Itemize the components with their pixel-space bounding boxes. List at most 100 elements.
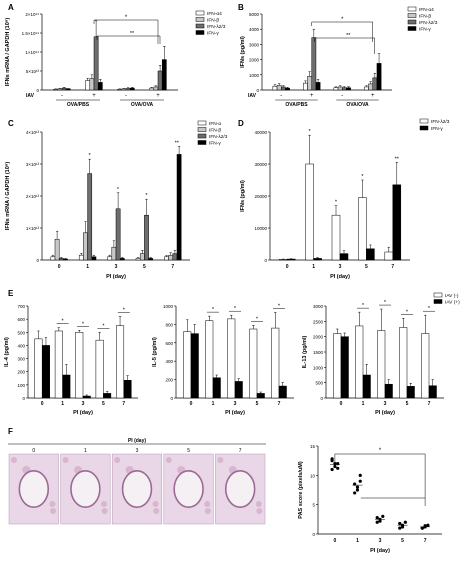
bar bbox=[103, 393, 112, 399]
bar bbox=[307, 76, 312, 91]
bar bbox=[139, 253, 145, 261]
bar bbox=[62, 374, 71, 399]
legend-swatch bbox=[197, 133, 207, 139]
iav-sign: + bbox=[371, 93, 375, 99]
tissue-blob bbox=[101, 508, 108, 514]
data-point bbox=[330, 457, 334, 461]
bar bbox=[148, 258, 154, 261]
data-point bbox=[355, 485, 360, 489]
legend-swatch bbox=[197, 140, 207, 145]
bar bbox=[53, 88, 59, 91]
y-tick-label: 600 bbox=[165, 341, 173, 346]
y-tick-label: 1×10¹³ bbox=[26, 226, 40, 231]
x-tick-label: 7 bbox=[122, 401, 125, 407]
y-tick-label: 1000 bbox=[313, 365, 324, 370]
bar bbox=[168, 254, 174, 261]
micro-day-label: 1 bbox=[84, 448, 87, 454]
bar bbox=[285, 87, 290, 91]
panel-letter: B bbox=[238, 3, 244, 12]
iav-label: IAV bbox=[26, 93, 35, 99]
y-tick-label: 40000 bbox=[254, 130, 267, 135]
x-tick-label: 0 bbox=[41, 401, 44, 407]
group-label: OVA/PBS bbox=[285, 102, 308, 108]
legend-swatch bbox=[407, 6, 417, 12]
y-tick-label: 3000 bbox=[249, 42, 260, 47]
bar bbox=[315, 82, 321, 91]
x-tick-label: 5 bbox=[406, 401, 409, 407]
y-tick-label: 1500 bbox=[313, 350, 324, 355]
sig-star: ** bbox=[395, 156, 400, 162]
tissue-blob bbox=[101, 501, 107, 507]
bar bbox=[54, 330, 63, 399]
y-tick-label: 1.5×10¹⁴ bbox=[22, 31, 39, 36]
data-point bbox=[423, 524, 427, 528]
x-tick-label: 1 bbox=[212, 401, 215, 407]
x-tick-label: 7 bbox=[278, 401, 281, 407]
x-tick-label: 3 bbox=[379, 538, 382, 544]
micro-day-label: 0 bbox=[32, 448, 35, 454]
bar bbox=[87, 173, 93, 261]
bar bbox=[117, 88, 123, 91]
y-tick-label: 0 bbox=[36, 88, 39, 93]
sig-star: * bbox=[82, 321, 85, 327]
x-tick-label: 3 bbox=[82, 401, 85, 407]
y-tick-label: 1000 bbox=[249, 73, 260, 78]
tissue-blob bbox=[255, 501, 262, 507]
bar bbox=[153, 86, 159, 91]
y-axis-label: IL-5 (pg/ml) bbox=[152, 337, 158, 367]
tissue-blob bbox=[152, 501, 159, 507]
bar bbox=[281, 86, 286, 91]
bar bbox=[331, 214, 341, 261]
x-axis-label: PI (day) bbox=[225, 410, 245, 416]
bar bbox=[276, 85, 282, 91]
iav-sign: + bbox=[156, 93, 160, 99]
bar bbox=[164, 256, 169, 261]
data-point bbox=[426, 523, 430, 527]
x-tick-label: 7 bbox=[171, 264, 174, 270]
tissue-blob bbox=[217, 457, 224, 463]
data-point bbox=[378, 519, 382, 523]
iav-sign: + bbox=[92, 93, 96, 99]
y-axis-label: IL-13 (pg/ml) bbox=[302, 335, 308, 368]
bar bbox=[339, 253, 349, 261]
y-axis-label: IFNs mRNA / GAPDH (10⁸) bbox=[5, 18, 11, 87]
tissue-blob bbox=[50, 508, 56, 514]
bar bbox=[54, 238, 60, 261]
bar bbox=[41, 345, 50, 399]
y-tick-label: 1×10¹⁴ bbox=[25, 50, 39, 55]
bar bbox=[286, 258, 296, 261]
bar bbox=[149, 87, 155, 91]
legend-swatch bbox=[195, 10, 205, 16]
sig-star: * bbox=[102, 323, 105, 329]
sig-star: * bbox=[145, 193, 148, 199]
x-axis-label: PI (day) bbox=[370, 548, 390, 554]
bar bbox=[82, 395, 91, 399]
tissue-blob bbox=[256, 508, 263, 514]
iav-sign: - bbox=[61, 93, 63, 99]
y-tick-label: 800 bbox=[165, 322, 173, 327]
iav-label: IAV bbox=[248, 93, 257, 99]
x-tick-label: 0 bbox=[58, 264, 61, 270]
data-point bbox=[403, 520, 407, 524]
bar bbox=[129, 87, 135, 91]
y-tick-label: 5×10¹³ bbox=[26, 69, 40, 74]
bar bbox=[57, 88, 63, 91]
airway-lumen bbox=[18, 469, 50, 508]
sig-star: * bbox=[256, 316, 259, 322]
tissue-blob bbox=[114, 457, 121, 463]
sig-star: * bbox=[362, 303, 365, 309]
y-axis-label: IFNs (pg/ml) bbox=[240, 36, 246, 68]
bar bbox=[256, 393, 265, 399]
sig-bracket bbox=[314, 37, 375, 54]
bar bbox=[333, 87, 339, 91]
iav-sign: + bbox=[310, 93, 314, 99]
legend-swatch bbox=[197, 120, 207, 126]
panel-letter: F bbox=[8, 427, 13, 436]
y-tick-label: 0 bbox=[22, 396, 25, 401]
y-tick-label: 10 bbox=[310, 473, 316, 478]
y-tick-label: 600 bbox=[17, 317, 25, 322]
bar bbox=[34, 338, 43, 399]
bar bbox=[428, 385, 437, 399]
sig-star: * bbox=[341, 17, 344, 23]
legend-swatch bbox=[419, 125, 429, 131]
